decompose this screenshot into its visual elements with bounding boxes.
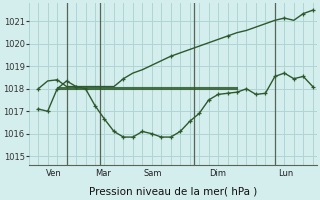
Text: Sam: Sam <box>143 169 162 178</box>
Text: Mar: Mar <box>95 169 111 178</box>
Text: Dim: Dim <box>209 169 226 178</box>
Text: Lun: Lun <box>278 169 294 178</box>
Text: Ven: Ven <box>46 169 61 178</box>
X-axis label: Pression niveau de la mer( hPa ): Pression niveau de la mer( hPa ) <box>89 187 257 197</box>
